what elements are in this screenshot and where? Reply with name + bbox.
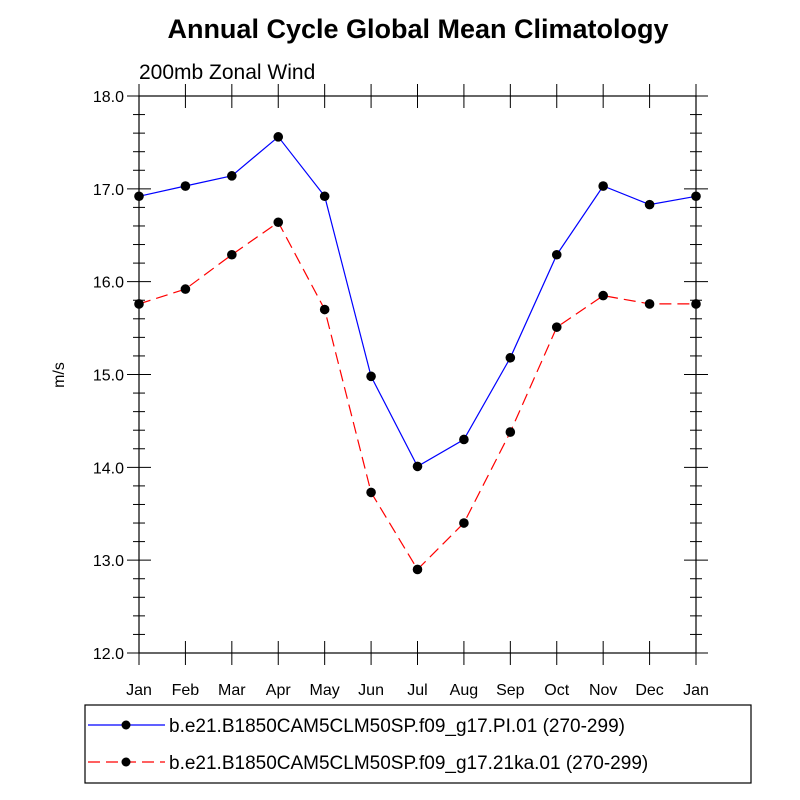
data-point — [366, 487, 376, 498]
y-tick-label: 13.0 — [93, 553, 124, 570]
x-tick-label: Nov — [589, 682, 617, 699]
data-point — [598, 290, 608, 301]
x-tick-label: Jan — [126, 682, 152, 699]
series-layer — [134, 132, 701, 575]
data-point — [227, 171, 237, 181]
data-point — [180, 284, 191, 294]
legend: b.e21.B1850CAM5CLM50SP.f09_g17.PI.01 (27… — [84, 704, 752, 784]
y-tick-label: 16.0 — [93, 275, 124, 292]
y-tick-label: 12.0 — [93, 646, 124, 663]
x-tick-label: Feb — [172, 682, 200, 699]
data-point — [412, 564, 423, 575]
data-point — [644, 199, 655, 210]
data-point — [459, 518, 469, 528]
y-axis-label: m/s — [51, 362, 68, 388]
x-tick-label: May — [310, 682, 340, 699]
data-point — [273, 132, 284, 142]
x-tick-label: Sep — [496, 682, 525, 699]
legend-entry: b.e21.B1850CAM5CLM50SP.f09_g17.PI.01 (27… — [88, 716, 625, 737]
data-point — [551, 249, 562, 260]
data-point — [180, 181, 191, 191]
data-point — [644, 299, 655, 309]
data-point — [551, 322, 562, 332]
legend-label-21ka: b.e21.B1850CAM5CLM50SP.f09_g17.21ka.01 (… — [169, 753, 648, 774]
x-tick-label: Aug — [450, 682, 478, 699]
data-point — [412, 461, 423, 472]
series-line — [138, 135, 697, 468]
y-tick-label: 17.0 — [93, 182, 124, 199]
x-tick-label: Dec — [635, 682, 663, 699]
x-tick-label: Apr — [266, 682, 292, 699]
axis-ticks — [127, 84, 708, 665]
x-tick-label: Jun — [358, 682, 384, 699]
y-tick-label: 15.0 — [93, 368, 124, 385]
legend-box — [84, 704, 752, 784]
data-point — [505, 352, 516, 363]
data-point — [319, 191, 330, 202]
series-line — [138, 221, 696, 571]
plot-frame — [138, 95, 697, 654]
x-tick-label: Mar — [218, 682, 246, 699]
x-tick-label: Jan — [683, 682, 709, 699]
data-point — [319, 304, 330, 315]
legend-marker-pi — [121, 720, 131, 730]
legend-entry: b.e21.B1850CAM5CLM50SP.f09_g17.21ka.01 (… — [88, 753, 648, 774]
x-tick-label: Jul — [407, 682, 427, 699]
x-tick-label: Oct — [544, 682, 569, 699]
tick-labels: 12.0 13.0 14.0 15.0 16.0 17.0 18.0 Jan Feb Mar Apr… — [93, 89, 709, 699]
legend-label-pi: b.e21.B1850CAM5CLM50SP.f09_g17.PI.01 (27… — [169, 716, 625, 737]
data-point — [366, 371, 376, 382]
data-point — [598, 181, 608, 191]
y-tick-label: 18.0 — [93, 89, 124, 106]
chart-subtitle: 200mb Zonal Wind — [139, 61, 315, 84]
y-tick-label: 14.0 — [93, 460, 124, 477]
data-point — [273, 217, 284, 228]
data-point — [459, 434, 469, 445]
data-point — [227, 249, 237, 260]
data-point — [505, 427, 516, 437]
chart-title: Annual Cycle Global Mean Climatology — [167, 14, 668, 44]
legend-marker-21ka — [121, 757, 131, 767]
